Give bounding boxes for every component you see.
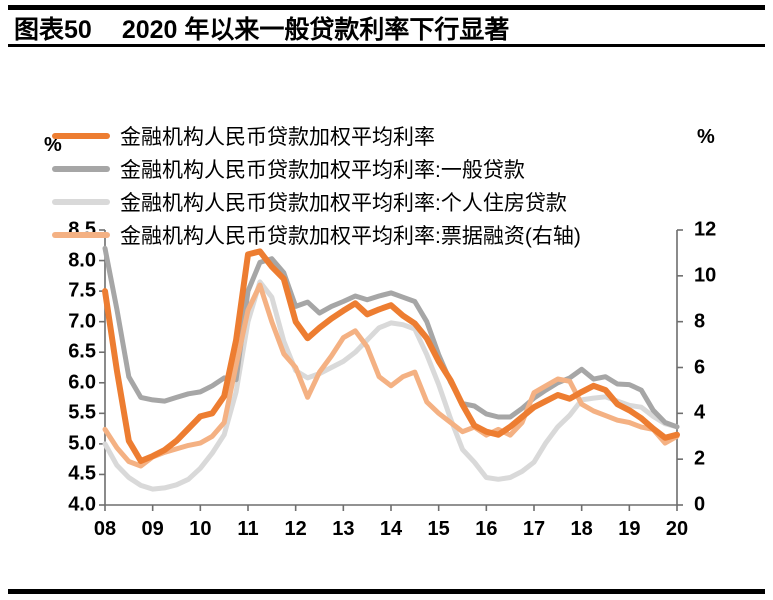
title-underline-rule [8, 44, 765, 47]
right-axis-unit: % [697, 126, 715, 148]
x-axis-tick-label: 10 [189, 518, 212, 540]
legend-swatch-mortgage [52, 198, 110, 205]
legend-swatch-general [52, 165, 110, 172]
axes-frame [104, 230, 678, 506]
x-axis-tick-label: 19 [618, 518, 641, 540]
legend-swatch-bills [52, 231, 110, 238]
legend-label: 金融机构人民币贷款加权平均利率:一般贷款 [120, 158, 525, 182]
x-axis-tick-label: 12 [284, 518, 307, 540]
left-axis-tick-label: 7.0 [68, 310, 96, 333]
left-axis-tick-label: 6.5 [68, 340, 96, 363]
series-line-general [102, 245, 680, 430]
series-line-bills [102, 282, 680, 469]
legend: 金融机构人民币贷款加权平均利率 金融机构人民币贷款加权平均利率:一般贷款 金融机… [52, 119, 581, 251]
left-axis-tick-label: 8.0 [68, 249, 96, 272]
legend-item-general: 金融机构人民币贷款加权平均利率:一般贷款 [52, 152, 581, 185]
left-axis-tick-label: 4.5 [68, 462, 96, 485]
x-axis-tick-label: 11 [237, 518, 259, 540]
figure-title: 图表50 2020 年以来一般贷款利率下行显著 [14, 10, 759, 44]
right-axis-tick-label: 4 [694, 401, 706, 424]
right-axis-tick-label: 6 [694, 356, 706, 378]
right-axis-tick-label: 12 [694, 218, 717, 241]
left-axis-tick-label: 7.5 [68, 279, 96, 302]
legend-label: 金融机构人民币贷款加权平均利率 [120, 125, 435, 149]
legend-swatch-overall [52, 132, 110, 139]
figure-number: 图表50 [14, 16, 92, 44]
x-axis-tick-label: 18 [570, 518, 593, 540]
left-axis-tick-label: 6.0 [68, 371, 96, 394]
left-axis-tick-label: 5.0 [68, 432, 96, 455]
right-axis-tick-label: 2 [694, 447, 706, 470]
x-axis-tick-label: 08 [93, 518, 117, 540]
bottom-rule [8, 589, 765, 594]
right-axis-tick-label: 10 [694, 264, 717, 287]
x-axis-tick-label: 15 [427, 518, 450, 540]
legend-label: 金融机构人民币贷款加权平均利率:票据融资(右轴) [120, 224, 581, 248]
top-rule [8, 5, 765, 10]
x-axis-tick-label: 16 [475, 518, 498, 540]
x-axis-tick-label: 09 [141, 518, 164, 540]
legend-item-mortgage: 金融机构人民币贷款加权平均利率:个人住房贷款 [52, 185, 581, 218]
left-axis-unit: % [44, 134, 62, 156]
x-axis-tick-label: 17 [522, 518, 546, 540]
legend-label: 金融机构人民币贷款加权平均利率:个人住房贷款 [120, 191, 567, 215]
series-line-overall [102, 248, 680, 464]
left-axis-tick-label: 4.0 [68, 493, 96, 516]
x-axis-tick-label: 20 [665, 518, 689, 540]
right-axis-tick-label: 0 [694, 493, 706, 516]
right-axis-tick-label: 8 [694, 310, 706, 333]
legend-item-overall: 金融机构人民币贷款加权平均利率 [52, 119, 581, 152]
x-axis-tick-label: 14 [379, 518, 403, 540]
x-axis-tick-label: 13 [332, 518, 355, 540]
legend-item-bills: 金融机构人民币贷款加权平均利率:票据融资(右轴) [52, 218, 581, 251]
figure-title-text: 2020 年以来一般贷款利率下行显著 [121, 16, 510, 44]
left-axis-tick-label: 5.5 [68, 401, 96, 424]
